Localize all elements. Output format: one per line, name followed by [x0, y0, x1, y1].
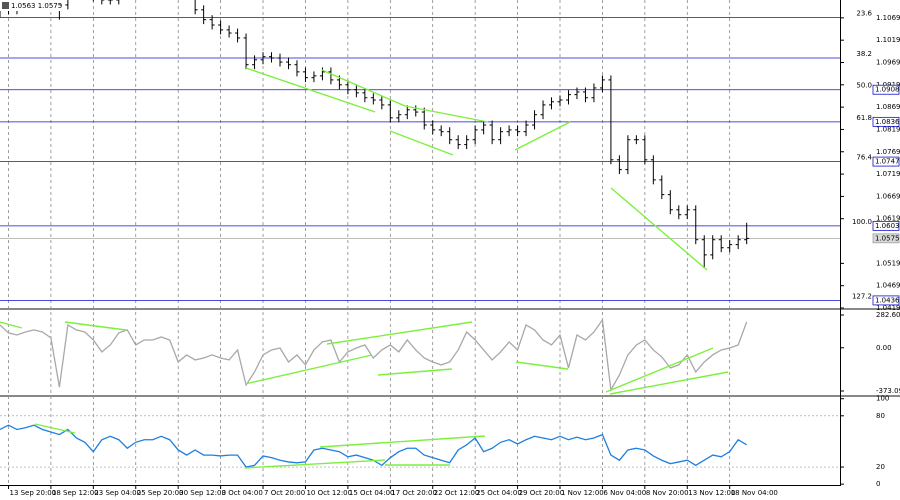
trend-line [610, 187, 708, 271]
trend-line [377, 368, 453, 376]
y-tick-label: 282.6012 [876, 311, 900, 319]
fib-level-label: 23.6 [856, 9, 872, 17]
price-panel [0, 0, 840, 301]
fib-level-label: 100.0 [852, 218, 872, 226]
fib-price-label: 1.0436 [875, 296, 900, 304]
y-tick-label: 100 [876, 395, 889, 403]
y-tick-label: 1.0669 [876, 192, 900, 200]
fib-price-label: 1.0836 [875, 118, 900, 126]
fib-price-label: 1.0908 [875, 86, 900, 94]
trend-line [244, 354, 373, 385]
x-tick-label: 18 Nov 04:00 [731, 489, 778, 497]
y-tick-label: 1.0419 [876, 304, 900, 312]
info-box [0, 0, 60, 11]
x-tick-label: 23 Sep 04:00 [94, 489, 141, 497]
fib-level-label: 38.2 [856, 50, 872, 58]
fib-price-box [872, 220, 900, 231]
trend-line [609, 371, 729, 395]
y-tick-label: 1.0519 [876, 259, 900, 267]
fib-level-label: 127.2 [852, 292, 872, 300]
x-tick-label: 17 Oct 20:00 [391, 489, 437, 497]
fib-price-box [872, 156, 900, 167]
x-tick-label: 6 Nov 04:00 [603, 489, 646, 497]
y-tick-label: 1.0919 [876, 81, 900, 89]
x-tick-label: 25 Sep 20:00 [137, 489, 184, 497]
x-tick-label: 22 Oct 12:00 [434, 489, 480, 497]
x-tick-label: 1 Nov 12:00 [561, 489, 604, 497]
panel-separator [0, 308, 900, 310]
y-tick-label: 1.0769 [876, 148, 900, 156]
trend-line [321, 69, 406, 107]
fib-price-box [872, 84, 900, 95]
x-tick-label: 8 Nov 20:00 [646, 489, 689, 497]
trend-line [245, 67, 376, 113]
x-tick-label: 30 Sep 12:00 [179, 489, 226, 497]
last-price-box [872, 233, 900, 244]
y-tick-label: 1.0869 [876, 103, 900, 111]
fib-level-label: 76.4 [856, 154, 872, 162]
y-tick-label: 20 [876, 463, 885, 471]
panel-frames [0, 0, 900, 486]
x-tick-label: 18 Sep 12:00 [52, 489, 99, 497]
fib-level-label: 61.8 [856, 114, 872, 122]
x-tick-label: 15 Oct 04:00 [349, 489, 395, 497]
last-price-label: 1.0575 [875, 234, 900, 242]
x-tick-label: 29 Oct 20:00 [519, 489, 565, 497]
y-tick-label: 1.0719 [876, 170, 900, 178]
x-tick-label: 13 Sep 20:00 [9, 489, 56, 497]
y-tick-label: 1.0969 [876, 58, 900, 66]
trend-line [64, 321, 127, 331]
panel-separator [0, 395, 900, 397]
trend-line [514, 121, 571, 151]
trend-line [515, 361, 569, 370]
indicator-line [0, 318, 748, 392]
x-tick-label: 10 Oct 12:00 [306, 489, 352, 497]
trend-lines [0, 67, 729, 469]
y-tick-label: 1.0819 [876, 125, 900, 133]
info-icon [2, 2, 9, 9]
trend-line [404, 105, 489, 123]
trend-line [319, 435, 486, 448]
y-tick-label: 0 [876, 480, 880, 488]
fib-price-box [872, 295, 900, 306]
trend-line [389, 130, 454, 156]
y-tick-label: 1.1069 [876, 14, 900, 22]
y-tick-label: 0.00 [876, 344, 892, 352]
x-tick-label: 25 Oct 04:00 [476, 489, 522, 497]
fib-price-label: 1.0747 [875, 158, 900, 166]
cci-panel [0, 318, 748, 392]
x-tick-label: 3 Oct 04:00 [222, 489, 263, 497]
y-tick-label: -373.097 [876, 387, 900, 395]
fib-level-label: 50.0 [856, 82, 872, 90]
y-tick-label: 1.0619 [876, 215, 900, 223]
info-text: 1.0563 1.0575 [11, 2, 62, 10]
y-tick-label: 1.1019 [876, 36, 900, 44]
trend-line [244, 459, 386, 469]
fib-price-label: 1.0603 [875, 222, 900, 230]
x-tick-label: 7 Oct 20:00 [264, 489, 305, 497]
trend-line [0, 321, 23, 329]
trend-line [34, 423, 76, 434]
trend-line [326, 321, 473, 345]
fib-price-box [872, 116, 900, 127]
x-tick-label: 13 Nov 12:00 [688, 489, 735, 497]
trend-line [605, 347, 714, 393]
y-tick-label: 80 [876, 412, 885, 420]
y-tick-label: 1.0469 [876, 282, 900, 290]
